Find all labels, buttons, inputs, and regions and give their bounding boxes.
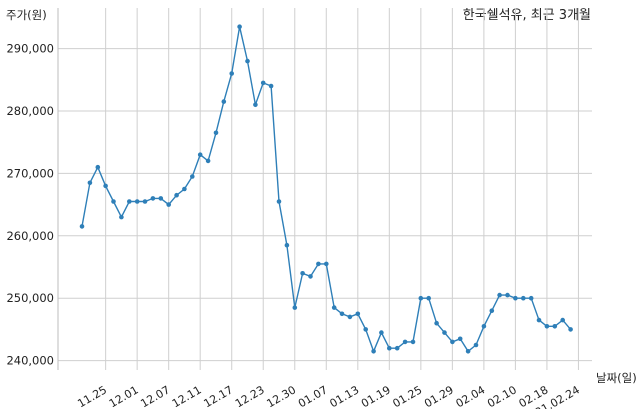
data-point xyxy=(308,274,313,279)
data-point xyxy=(379,330,384,335)
x-tick-label: 11.25 xyxy=(75,383,109,409)
data-point xyxy=(158,196,164,201)
data-point xyxy=(229,71,234,76)
x-tick-label: 01.07 xyxy=(296,383,330,409)
data-point xyxy=(174,192,179,198)
series-layer xyxy=(79,24,573,354)
data-point xyxy=(355,311,361,317)
data-point xyxy=(371,349,376,354)
y-axis-title: 주가(원) xyxy=(6,8,47,22)
data-point xyxy=(300,271,305,276)
data-point xyxy=(182,186,187,192)
data-point xyxy=(560,317,565,323)
data-point xyxy=(347,314,353,320)
data-point xyxy=(521,295,526,301)
data-point xyxy=(544,324,550,329)
x-tick-label: 02.10 xyxy=(485,383,519,409)
data-point xyxy=(481,324,487,329)
data-point xyxy=(418,295,424,301)
data-point xyxy=(111,199,116,204)
y-tick-label: 270,000 xyxy=(6,166,54,180)
x-tick-label: 12.30 xyxy=(264,383,298,409)
data-point xyxy=(87,180,93,186)
data-point xyxy=(142,199,148,204)
x-tick-label: 01.25 xyxy=(391,383,425,409)
data-point xyxy=(213,130,219,136)
x-tick-label: 02.04 xyxy=(454,383,488,409)
data-point xyxy=(237,24,242,30)
data-point xyxy=(245,58,250,64)
x-gridlines xyxy=(105,8,579,370)
x-tick-label: 12.17 xyxy=(201,383,235,409)
x-tick-label: 01.29 xyxy=(422,383,456,409)
x-tick-label: 12.01 xyxy=(107,383,141,409)
data-point xyxy=(497,292,502,298)
data-point xyxy=(276,199,282,204)
y-tick-label: 260,000 xyxy=(6,229,54,243)
chart-title: 한국쉘석유, 최근 3개월 xyxy=(463,8,591,23)
data-point xyxy=(119,214,124,220)
data-point xyxy=(489,308,495,314)
y-gridlines xyxy=(58,48,592,362)
data-point xyxy=(331,305,337,310)
data-point xyxy=(127,199,132,204)
data-point xyxy=(134,199,140,204)
y-tick-label: 290,000 xyxy=(6,42,54,56)
data-point xyxy=(505,292,510,298)
data-point xyxy=(394,345,400,351)
data-point xyxy=(552,324,558,329)
y-tick-labels: 240,000 250,000 260,000 270,000 280,000 290,0… xyxy=(6,42,54,368)
data-point xyxy=(473,342,479,348)
data-point xyxy=(387,345,392,351)
data-point xyxy=(221,99,227,104)
data-point xyxy=(465,349,471,354)
y-tick-label: 240,000 xyxy=(6,354,54,368)
data-point xyxy=(363,327,369,332)
data-point xyxy=(205,158,211,164)
data-point xyxy=(450,339,455,345)
x-axis-title: 날짜(일) xyxy=(596,371,637,385)
x-tick-label: 01.19 xyxy=(359,383,393,409)
data-point xyxy=(426,295,432,301)
data-point xyxy=(268,83,274,89)
x-tick-label: 12.23 xyxy=(233,383,267,409)
data-point xyxy=(442,330,447,335)
data-point xyxy=(434,320,439,326)
data-point xyxy=(166,202,171,207)
data-point xyxy=(79,224,85,229)
data-point xyxy=(103,183,108,189)
x-tick-labels: 11.2512.0112.0712.1112.1712.2312.3001.07… xyxy=(75,383,582,409)
data-point xyxy=(197,152,203,157)
data-point xyxy=(316,261,321,267)
data-point xyxy=(324,261,329,267)
data-point xyxy=(95,164,101,170)
data-point xyxy=(260,80,266,86)
data-point xyxy=(284,242,290,248)
data-point xyxy=(150,196,156,201)
data-point xyxy=(568,327,573,332)
data-point xyxy=(528,295,534,301)
data-point xyxy=(457,336,463,342)
data-point xyxy=(513,295,518,301)
data-point xyxy=(190,174,195,179)
x-tick-label: 12.07 xyxy=(138,383,172,409)
data-point xyxy=(292,305,298,310)
data-point xyxy=(253,102,258,107)
y-tick-label: 280,000 xyxy=(6,104,54,118)
x-tick-label: 12.11 xyxy=(170,383,204,409)
data-point xyxy=(536,317,542,323)
data-point xyxy=(410,339,416,345)
y-tick-label: 250,000 xyxy=(6,291,54,305)
data-point xyxy=(339,311,345,317)
data-point xyxy=(402,339,408,345)
x-tick-label: 01.13 xyxy=(328,383,362,409)
